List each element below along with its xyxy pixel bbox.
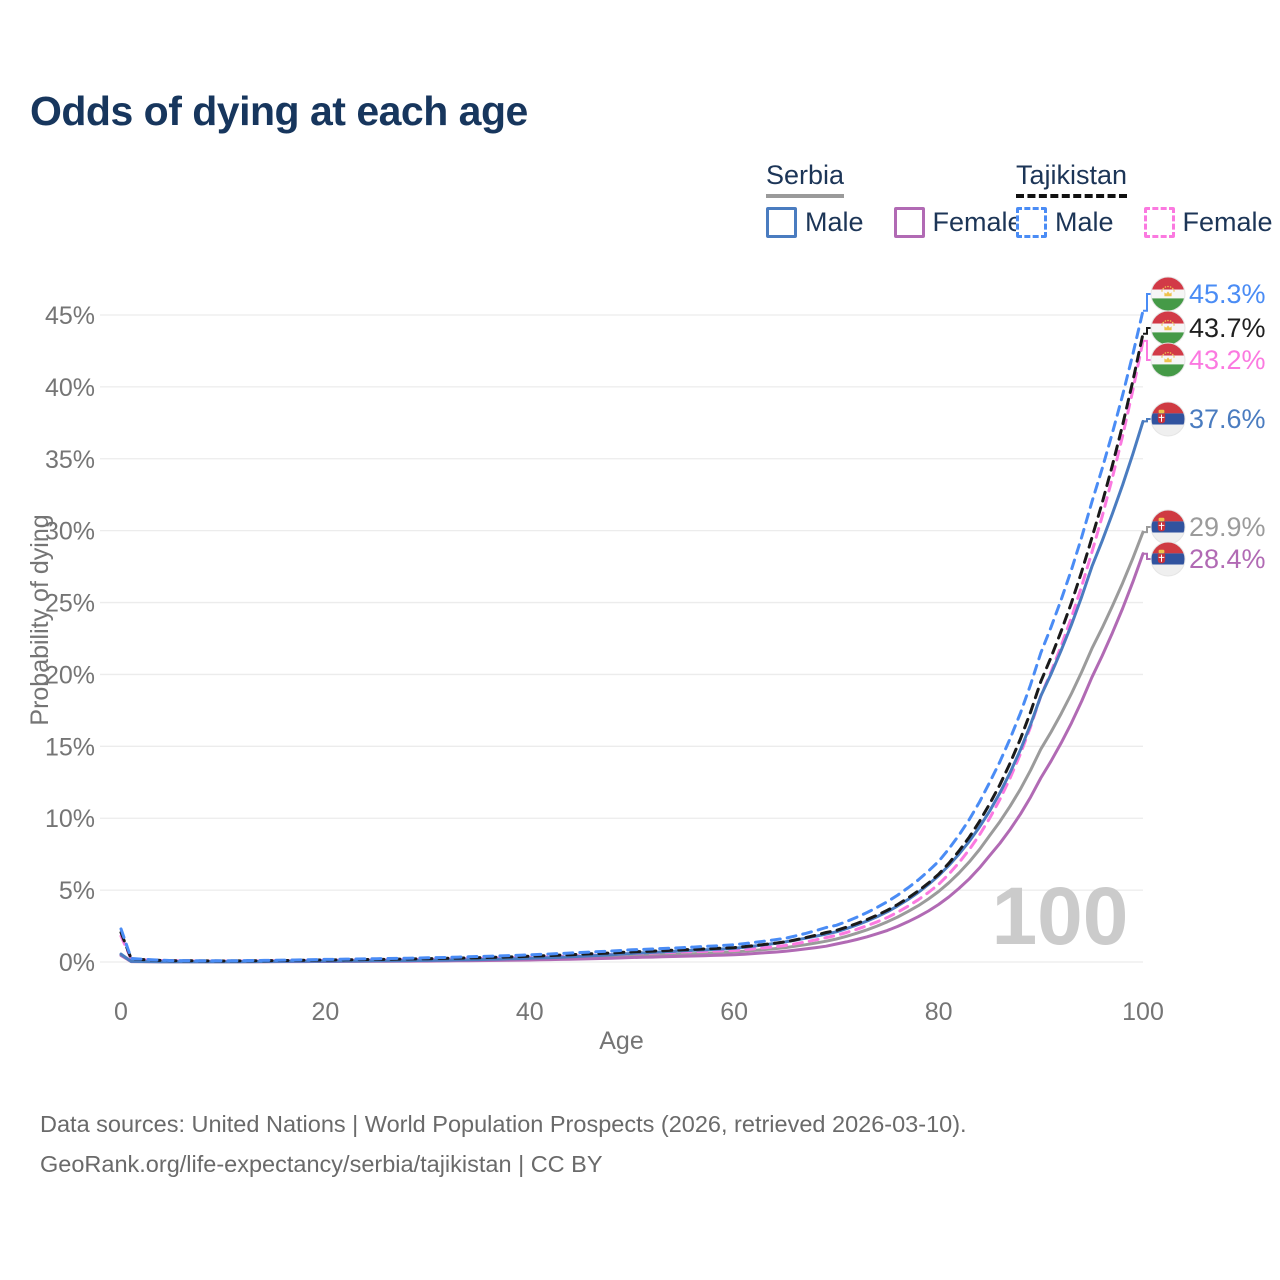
legend-item-tajikistan-male[interactable]: Male <box>1016 207 1114 238</box>
svg-text:20: 20 <box>311 998 339 1026</box>
legend-item-serbia-male[interactable]: Male <box>766 207 864 238</box>
serbia-male-swatch <box>766 207 797 238</box>
svg-text:35%: 35% <box>45 446 95 474</box>
y-axis-title: Probability of dying <box>26 514 54 725</box>
svg-text:40: 40 <box>516 998 544 1026</box>
svg-text:5%: 5% <box>59 877 95 905</box>
svg-text:20%: 20% <box>45 661 95 689</box>
svg-text:0: 0 <box>114 998 128 1026</box>
legend-label: Male <box>1055 207 1114 237</box>
gridlines <box>100 314 1143 963</box>
tajikistan-male-swatch <box>1016 207 1047 238</box>
legend-country-serbia[interactable]: Serbia <box>766 160 845 198</box>
svg-text:10%: 10% <box>45 805 95 833</box>
tajikistan-flag-icon <box>1151 343 1185 377</box>
footer-line-1: Data sources: United Nations | World Pop… <box>40 1111 967 1137</box>
tajikistan-flag-icon <box>1151 277 1185 311</box>
end-connector-tajikistan-male <box>1143 293 1151 312</box>
svg-text:25%: 25% <box>45 590 95 618</box>
series-line-serbia-male[interactable] <box>119 419 1145 964</box>
end-connector-serbia-both <box>1143 526 1151 534</box>
footer-line-2: GeoRank.org/life-expectancy/serbia/tajik… <box>40 1151 603 1177</box>
legend-label: Female <box>932 207 1023 237</box>
series-lines <box>119 309 1145 964</box>
tajikistan-female-swatch <box>1143 207 1175 238</box>
legend-country-tajikistan[interactable]: Tajikistan <box>1016 160 1128 198</box>
serbia-female-swatch <box>893 207 925 238</box>
series-line-tajikistan-male[interactable] <box>119 309 1145 963</box>
legend-label: Male <box>805 207 864 237</box>
series-line-tajikistan-both[interactable] <box>119 332 1145 963</box>
end-connector-tajikistan-female <box>1143 339 1151 361</box>
data-source-note: Data sources: United Nations | World Pop… <box>40 1104 967 1184</box>
legend-label: Female <box>1182 207 1273 237</box>
svg-text:40%: 40% <box>45 374 95 402</box>
serbia-flag-icon <box>1151 542 1185 576</box>
end-connector-serbia-female <box>1143 552 1151 560</box>
end-value-tajikistan-female: 43.2% <box>1189 345 1266 375</box>
tajikistan-flag-icon <box>1151 311 1185 345</box>
legend-item-tajikistan-female[interactable]: Female <box>1143 207 1273 238</box>
svg-text:80: 80 <box>925 998 953 1026</box>
end-value-serbia-both: 29.9% <box>1189 512 1266 542</box>
end-value-tajikistan-male: 45.3% <box>1189 279 1266 309</box>
series-line-serbia-female[interactable] <box>119 552 1145 964</box>
serbia-flag-icon <box>1151 510 1185 544</box>
end-value-tajikistan-both: 43.7% <box>1189 313 1266 343</box>
end-value-serbia-male: 37.6% <box>1189 404 1266 434</box>
x-axis-title: Age <box>599 1027 643 1055</box>
svg-text:60: 60 <box>720 998 748 1026</box>
end-connector-serbia-male <box>1143 418 1151 423</box>
legend-group-tajikistan: Tajikistan Male Female <box>1016 160 1280 238</box>
end-labels: 45.3% 43.7%43.2% 37.6% 29.9%28.4% <box>1143 276 1266 577</box>
svg-text:15%: 15% <box>45 733 95 761</box>
svg-text:30%: 30% <box>45 518 95 546</box>
age-watermark: 100 <box>992 871 1129 962</box>
legend-item-serbia-female[interactable]: Female <box>893 207 1023 238</box>
serbia-flag-icon <box>1151 402 1185 436</box>
svg-text:45%: 45% <box>45 302 95 330</box>
page-title: Odds of dying at each age <box>30 88 528 134</box>
series-line-tajikistan-female[interactable] <box>119 339 1145 963</box>
end-connector-tajikistan-both <box>1143 327 1151 335</box>
y-axis-labels: 0% 5% 10% 15% 20% 25% 30% 35% 40% 45% <box>45 302 95 977</box>
svg-text:100: 100 <box>1122 998 1164 1026</box>
svg-text:0%: 0% <box>59 949 95 977</box>
x-axis-labels: 0 20 40 60 80 100 <box>114 998 1164 1026</box>
end-value-serbia-female: 28.4% <box>1189 544 1266 574</box>
legend-group-serbia: Serbia Male Female <box>766 160 1053 238</box>
